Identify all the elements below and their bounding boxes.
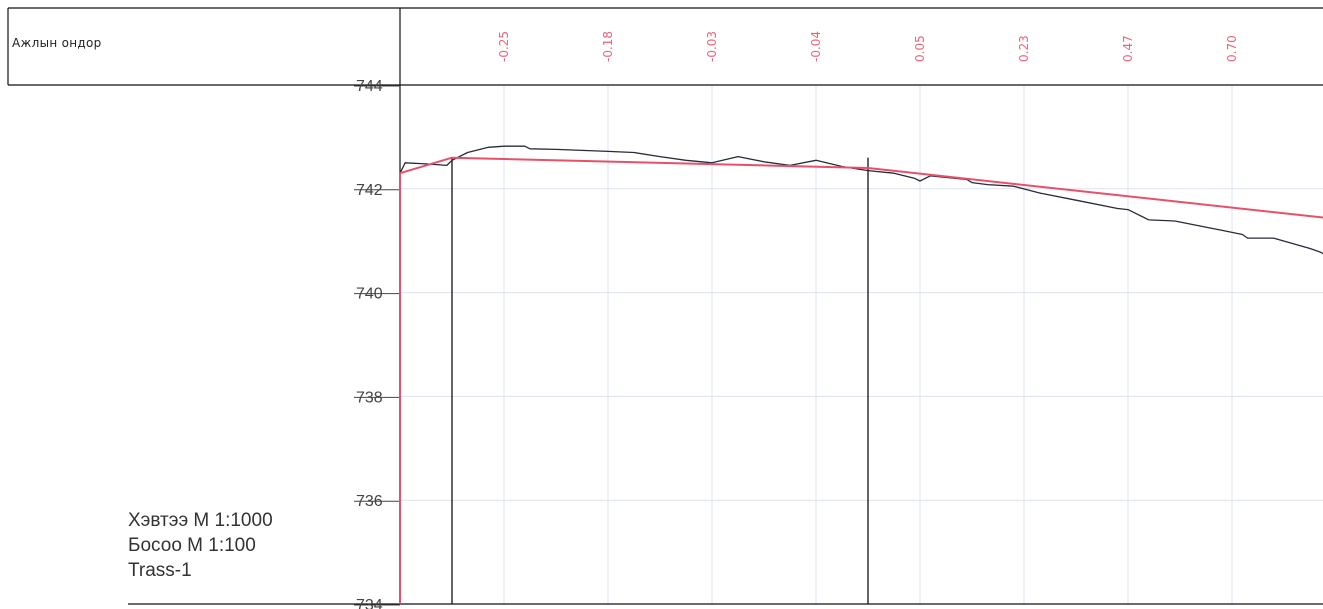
frame-layer [7, 7, 1323, 605]
work-height-label: -0.04 [809, 31, 823, 62]
structure-lines [451, 157, 869, 604]
series-layer [399, 145, 1323, 604]
grid-layer [400, 85, 1323, 604]
work-height-label: 0.23 [1017, 35, 1031, 62]
header-row-label: Ажлын ондор [12, 36, 102, 50]
route-name-label: Trass-1 [128, 560, 192, 581]
ground-line [399, 145, 1323, 255]
design-line [399, 156, 1323, 219]
scale-info-block: Хэвтээ М 1:1000 Босоо М 1:100 Trass-1 [128, 508, 273, 583]
horizontal-scale-label: Хэвтээ М 1:1000 [128, 510, 273, 531]
work-height-label: 0.70 [1225, 35, 1239, 62]
work-height-label: -0.25 [497, 31, 511, 62]
y-tick-label: 734 [356, 597, 383, 609]
work-height-label: 0.05 [913, 35, 927, 62]
work-height-label: 0.47 [1121, 35, 1135, 62]
vertical-scale-label: Босоо М 1:100 [128, 535, 256, 556]
work-height-labels: -0.25 -0.18 -0.03 -0.04 0.05 0.23 0.47 0.70 [497, 31, 1239, 62]
work-height-label: -0.03 [705, 31, 719, 62]
work-height-label: -0.18 [601, 31, 615, 62]
